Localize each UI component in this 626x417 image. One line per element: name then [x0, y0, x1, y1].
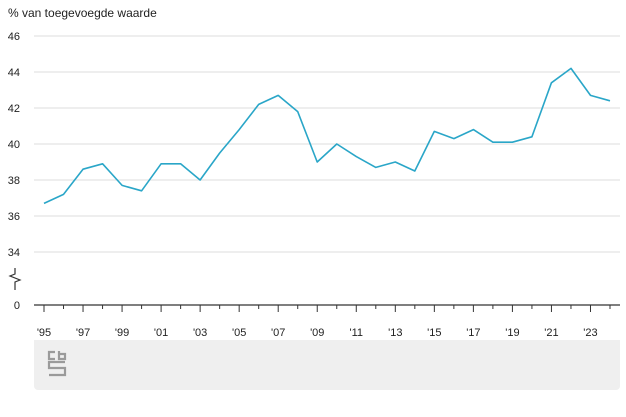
series-line [43, 67, 611, 205]
y-tick-label: 46 [8, 31, 20, 43]
footer-bar [34, 340, 620, 390]
x-tick-label: '17 [466, 327, 480, 339]
y-tick-label: 36 [8, 211, 20, 223]
chart: % van toegevoegde waarde 46 44 42 40 38 36 34 0… [8, 6, 620, 339]
y-tick-label: 44 [8, 67, 20, 79]
x-tick-label: '09 [310, 327, 324, 339]
y-tick-label: 34 [8, 247, 20, 259]
x-tick-label: '11 [350, 327, 364, 339]
x-tick-label: '15 [427, 327, 441, 339]
gridlines [34, 35, 620, 253]
x-tick-label: '07 [271, 327, 285, 339]
axis-break-icon [8, 268, 22, 290]
y-tick-label: 42 [8, 103, 20, 115]
y-tick-label: 38 [8, 175, 20, 187]
x-tick-label: '99 [115, 327, 129, 339]
y-axis-label: % van toegevoegde waarde [8, 6, 157, 20]
x-tick-label: '01 [154, 327, 168, 339]
x-tick-label: '97 [76, 327, 90, 339]
y-tick-labels: 46 44 42 40 38 36 34 0 [8, 31, 20, 312]
cbs-logo-icon [47, 350, 67, 377]
x-tick-label: '21 [544, 327, 558, 339]
x-tick-labels: '95 '97 '99 '01 '03 '05 '07 '09 '11 '13 '15 '17 '19 '… [37, 327, 598, 339]
x-tick-label: '23 [583, 327, 597, 339]
x-tick-label: '95 [37, 327, 51, 339]
x-tick-label: '05 [232, 327, 246, 339]
x-tick-label: '03 [193, 327, 207, 339]
x-tick-label: '19 [505, 327, 519, 339]
x-axis [34, 304, 620, 312]
x-tick-label: '13 [388, 327, 402, 339]
y-tick-label: 40 [8, 139, 20, 151]
y-tick-label: 0 [14, 300, 20, 312]
